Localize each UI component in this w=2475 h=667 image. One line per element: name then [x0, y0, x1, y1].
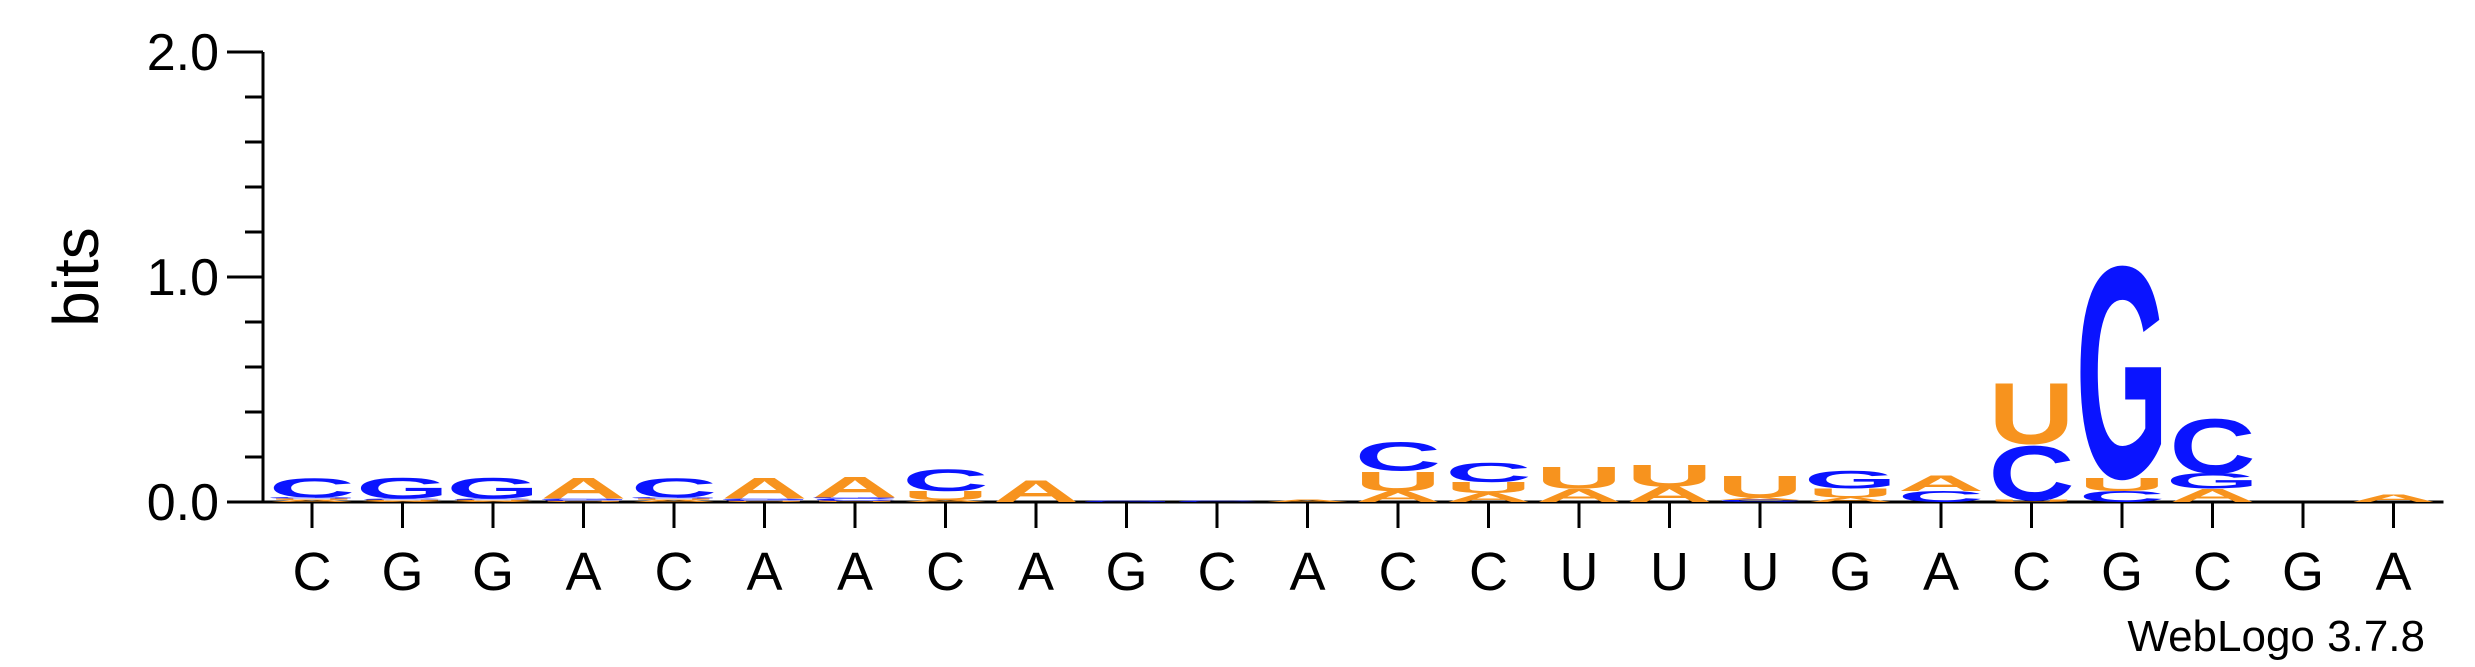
logo-letter-G: G: [447, 472, 540, 505]
logo-letter-A: A: [721, 472, 807, 505]
x-tick-label: G: [381, 542, 423, 602]
logo-letter-C: C: [540, 499, 626, 501]
logo-letter-C: C: [1717, 499, 1803, 502]
logo-letter-G: G: [537, 498, 630, 500]
x-tick-label: U: [1741, 542, 1780, 602]
logo-letter-C: C: [1445, 456, 1531, 487]
logo-letter-A: A: [450, 501, 536, 503]
x-tick-label: A: [746, 542, 782, 602]
logo-letter-A: A: [359, 501, 445, 503]
logo-letter-C: C: [1898, 488, 1984, 505]
x-tick-label: A: [1289, 542, 1325, 602]
logo-letter-A: A: [540, 472, 626, 505]
logo-letter-U: U: [631, 498, 717, 500]
logo-letter-U: U: [269, 498, 355, 500]
x-tick-label: U: [1650, 542, 1689, 602]
logo-letter-U: U: [1988, 499, 2074, 502]
logo-letter-U: U: [2079, 474, 2165, 495]
logo-letter-G: G: [1804, 466, 1897, 494]
logo-letter-U: U: [1807, 486, 1893, 500]
logo-letter-C: C: [450, 498, 536, 500]
x-tick-label: C: [2012, 542, 2051, 602]
logo-letter-A: A: [631, 499, 717, 502]
logo-letter-G: G: [628, 497, 721, 499]
logo-letter-A: A: [2169, 485, 2255, 506]
x-tick-label: C: [2193, 542, 2232, 602]
logo-letter-C: C: [1355, 434, 1441, 480]
logo-letter-U: U: [1445, 479, 1531, 496]
x-tick-label: C: [1198, 542, 1237, 602]
logo-letter-A: A: [1898, 471, 1984, 495]
x-tick-label: C: [926, 542, 965, 602]
x-tick-label: G: [472, 542, 514, 602]
logo-letter-A: A: [902, 499, 988, 502]
logo-letter-C: C: [812, 498, 898, 501]
logo-letter-A: A: [269, 499, 355, 502]
logo-letter-G: G: [266, 497, 359, 499]
logo-letter-A: A: [1355, 488, 1441, 505]
logo-letter-U: U: [812, 501, 898, 503]
x-tick-label: G: [2101, 542, 2143, 602]
logo-letter-A: A: [1264, 499, 1350, 502]
logo-letter-C: C: [2079, 488, 2165, 505]
logo-letter-U: U: [540, 501, 626, 503]
x-tick-label: C: [293, 542, 332, 602]
logo-letter-A: A: [1536, 485, 1622, 506]
logo-letter-U: U: [1355, 465, 1441, 496]
logo-letter-U: U: [450, 499, 536, 501]
x-tick-label: A: [837, 542, 873, 602]
x-tick-label: A: [565, 542, 601, 602]
logo-letter-C: C: [2169, 403, 2255, 490]
logo-letter-G: G: [1080, 501, 1173, 503]
y-tick-label: 0.0: [147, 474, 219, 532]
y-axis-label: bits: [40, 227, 112, 327]
logo-letter-C: C: [631, 472, 717, 503]
logo-letter-U: U: [1988, 365, 2074, 463]
x-tick-label: A: [2375, 542, 2411, 602]
logo-letter-C: C: [1174, 501, 1260, 503]
logo-letter-G: G: [2076, 202, 2169, 541]
y-tick-label: 1.0: [147, 249, 219, 307]
y-tick-label: 2.0: [147, 24, 219, 82]
logo-letter-U: U: [1626, 458, 1712, 493]
x-tick-label: U: [1560, 542, 1599, 602]
x-tick-label: A: [1923, 542, 1959, 602]
logo-letter-C: C: [359, 498, 445, 500]
axes: 0.0 1.0 2.0 bits: [40, 24, 2444, 532]
logo-letter-A: A: [1807, 496, 1893, 503]
x-tick-label: C: [1469, 542, 1508, 602]
logo-letter-U: U: [721, 501, 807, 503]
x-tick-label: A: [1018, 542, 1054, 602]
logo-letter-C: C: [269, 472, 355, 503]
x-tick-label: C: [1379, 542, 1418, 602]
logo-letter-A: A: [812, 471, 898, 504]
logo-letter-A: A: [1717, 497, 1803, 500]
x-tick-label: G: [1105, 542, 1147, 602]
x-tick-label: G: [2282, 542, 2324, 602]
logo-letter-U: U: [1717, 469, 1803, 504]
credit-label: WebLogo 3.7.8: [2127, 612, 2425, 661]
x-tick-label: C: [655, 542, 694, 602]
logo-letter-G: G: [809, 497, 902, 499]
logo-letter-A: A: [2350, 492, 2436, 504]
x-tick-label: G: [1829, 542, 1871, 602]
logo-letter-C: C: [902, 462, 988, 497]
logo-letter-U: U: [359, 499, 445, 501]
logo-letter-U: U: [1536, 460, 1622, 495]
logo-letter-U: U: [902, 488, 988, 502]
logo-letter-G: G: [718, 498, 811, 500]
logo-letter-G: G: [356, 472, 449, 505]
logo-letter-A: A: [1445, 491, 1531, 505]
logo-letter-G: G: [2166, 469, 2259, 493]
logo-letter-C: C: [721, 499, 807, 501]
